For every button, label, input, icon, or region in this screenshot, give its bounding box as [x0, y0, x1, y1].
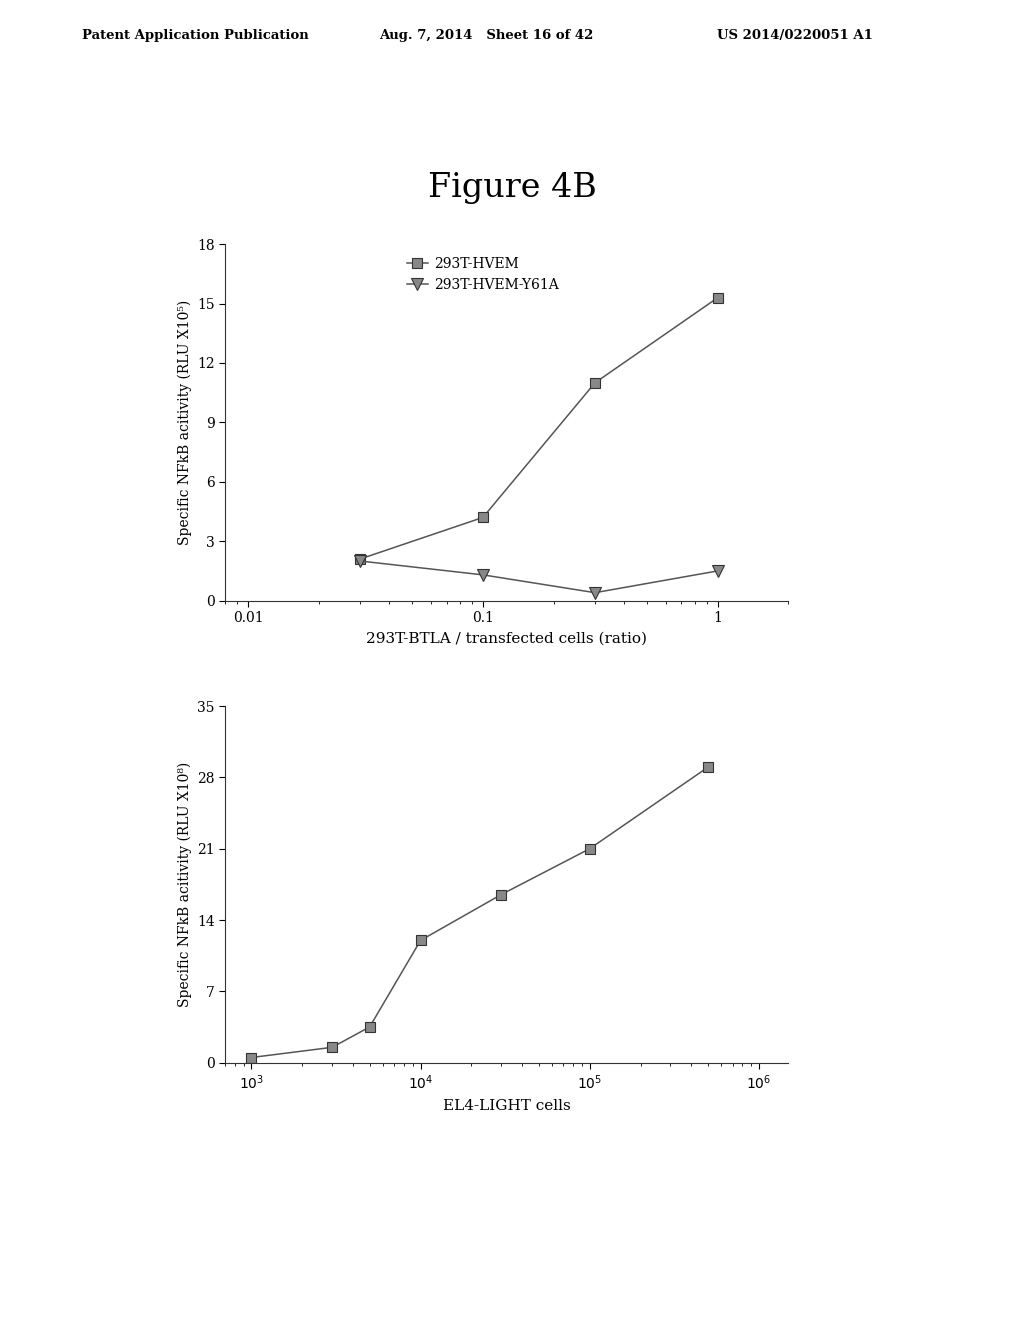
- 293T-HVEM: [589, 375, 601, 391]
- X-axis label: 293T-BTLA / transfected cells (ratio): 293T-BTLA / transfected cells (ratio): [367, 632, 647, 645]
- 293T-HVEM-Y61A: [712, 562, 724, 578]
- 293T-HVEM-Y61A: [589, 585, 601, 601]
- 293T-HVEM-Y61A: [477, 566, 489, 582]
- Line: 293T-HVEM-Y61A: 293T-HVEM-Y61A: [354, 556, 723, 598]
- Text: Figure 4B: Figure 4B: [428, 172, 596, 203]
- Legend: 293T-HVEM, 293T-HVEM-Y61A: 293T-HVEM, 293T-HVEM-Y61A: [401, 251, 565, 297]
- 293T-HVEM: [712, 289, 724, 305]
- Text: Patent Application Publication: Patent Application Publication: [82, 29, 308, 42]
- X-axis label: EL4-LIGHT cells: EL4-LIGHT cells: [443, 1098, 570, 1113]
- Text: US 2014/0220051 A1: US 2014/0220051 A1: [717, 29, 872, 42]
- 293T-HVEM-Y61A: [354, 553, 367, 569]
- Y-axis label: Specific NFkB acitivity (RLU X10⁵): Specific NFkB acitivity (RLU X10⁵): [177, 300, 191, 545]
- Text: Aug. 7, 2014   Sheet 16 of 42: Aug. 7, 2014 Sheet 16 of 42: [379, 29, 593, 42]
- Y-axis label: Specific NFkB acitivity (RLU X10⁸): Specific NFkB acitivity (RLU X10⁸): [177, 762, 191, 1007]
- 293T-HVEM: [354, 550, 367, 566]
- Line: 293T-HVEM: 293T-HVEM: [355, 293, 723, 564]
- 293T-HVEM: [477, 510, 489, 525]
